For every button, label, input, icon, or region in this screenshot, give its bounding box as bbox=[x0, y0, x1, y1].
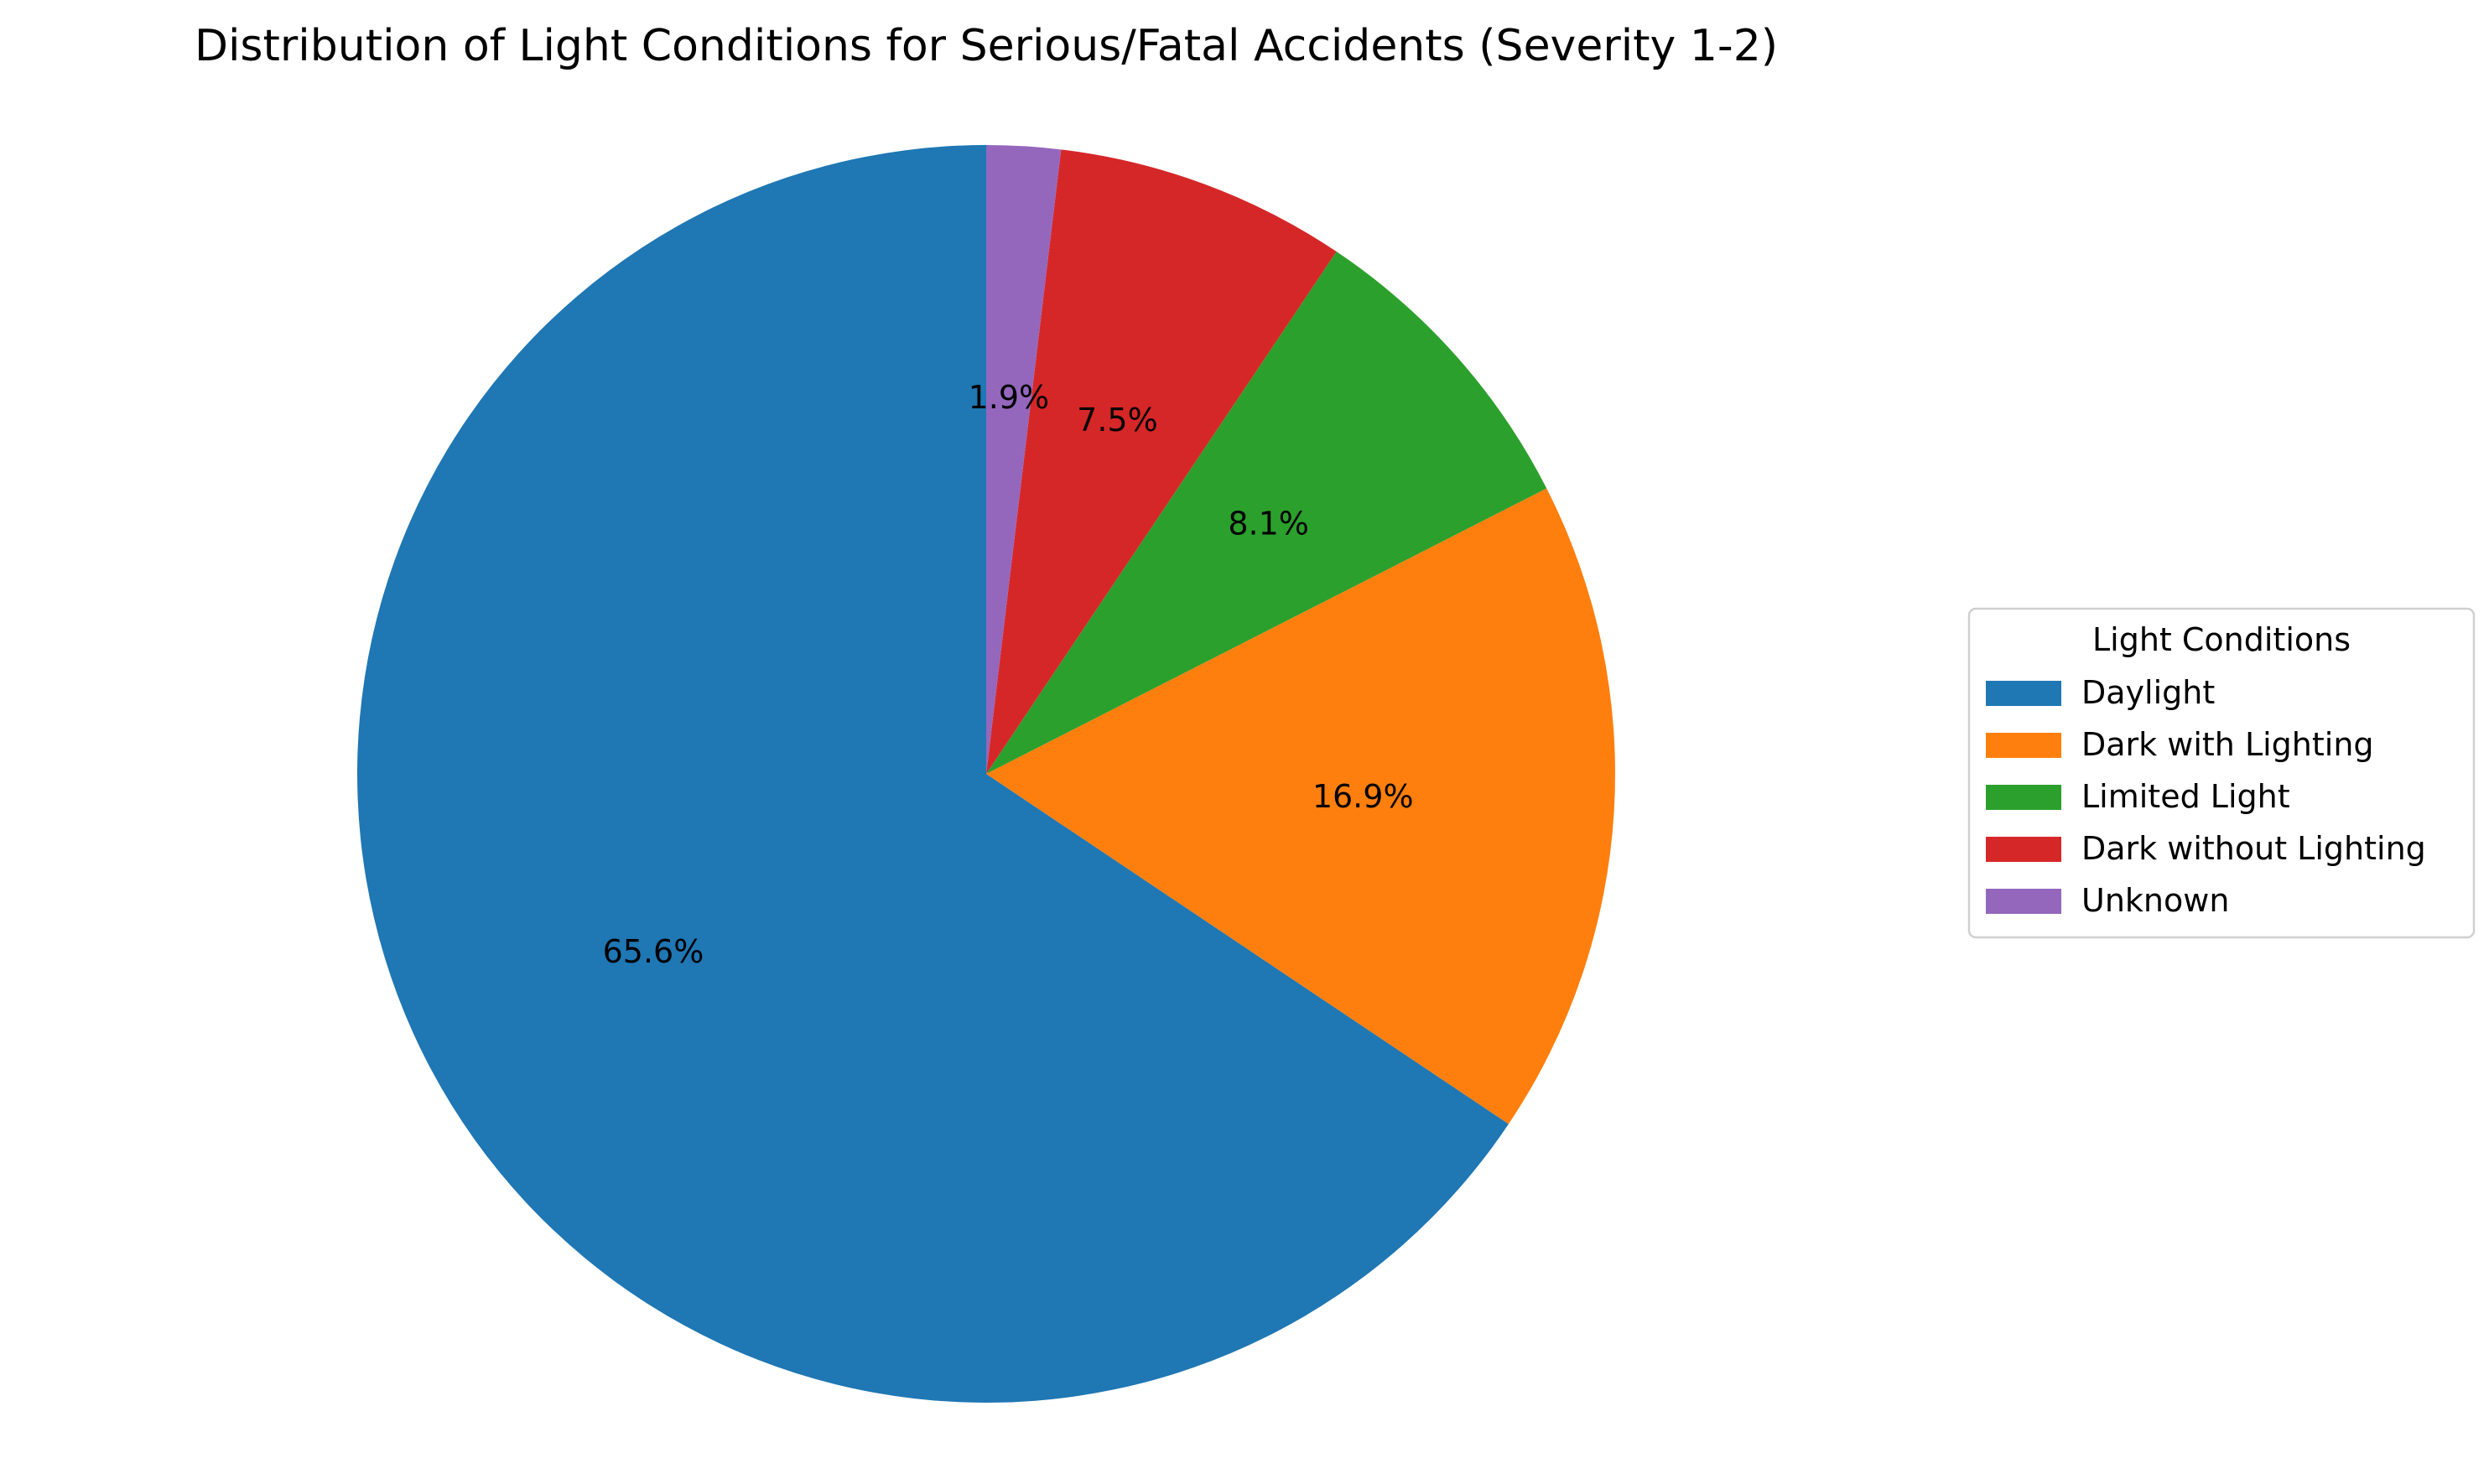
legend: Light Conditions Daylight Dark with Light… bbox=[1967, 607, 2476, 939]
pie-slice-unknown bbox=[986, 145, 1062, 774]
legend-swatch-dark-without-lighting bbox=[1986, 837, 2061, 862]
legend-label-dark-with-lighting: Dark with Lighting bbox=[2081, 726, 2374, 763]
percentage-labels: 65.6% 16.9% 8.1% 7.5% 1.9% bbox=[603, 379, 1414, 970]
pct-label-unknown: 1.9% bbox=[969, 379, 1050, 416]
legend-swatch-unknown bbox=[1986, 889, 2061, 914]
legend-swatch-dark-with-lighting bbox=[1986, 733, 2061, 758]
pie-slice-daylight bbox=[356, 145, 1509, 1404]
legend-label-daylight: Daylight bbox=[2081, 674, 2215, 711]
pie-slice-limited-light bbox=[986, 252, 1547, 774]
legend-frame bbox=[1967, 607, 2476, 939]
legend-items: Daylight Dark with Lighting Limited Light D… bbox=[1986, 674, 2426, 919]
pie-slice-dark-without-lighting bbox=[986, 149, 1337, 775]
legend-swatch-limited-light bbox=[1986, 785, 2061, 810]
chart-title: Distribution of Light Conditions for Ser… bbox=[195, 21, 1778, 71]
legend-title: Light Conditions bbox=[2092, 621, 2351, 658]
pct-label-limited-light: 8.1% bbox=[1228, 505, 1309, 542]
pct-label-dark-with-lighting: 16.9% bbox=[1312, 778, 1414, 815]
pct-label-daylight: 65.6% bbox=[603, 933, 704, 970]
legend-swatch-daylight bbox=[1986, 681, 2061, 706]
pie-slice-dark-with-lighting bbox=[986, 488, 1615, 1124]
legend-label-dark-without-lighting: Dark without Lighting bbox=[2081, 830, 2426, 867]
legend-label-limited-light: Limited Light bbox=[2081, 778, 2290, 815]
legend-label-unknown: Unknown bbox=[2081, 882, 2229, 919]
pct-label-dark-without-lighting: 7.5% bbox=[1077, 402, 1158, 438]
pie bbox=[356, 145, 1615, 1404]
